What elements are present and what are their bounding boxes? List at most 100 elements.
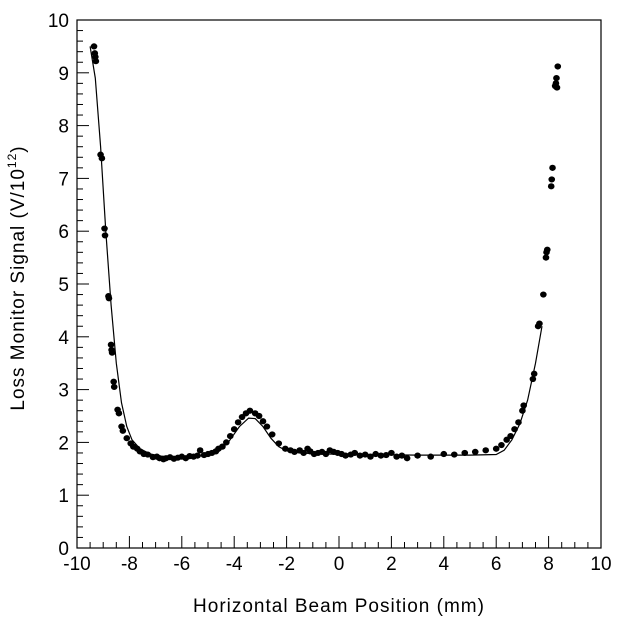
data-point [101,225,108,232]
data-point [398,452,406,459]
data-point [507,432,514,440]
data-point [388,449,395,457]
data-point [342,452,349,459]
data-point [498,441,505,449]
data-point [382,451,390,459]
data-point [105,295,113,302]
data-point [543,246,551,253]
x-tick-label: 0 [334,554,345,575]
data-point [268,431,276,438]
data-point [536,320,543,327]
data-point [281,445,289,452]
x-tick-label: 8 [543,554,554,575]
data-point [440,450,448,458]
data-point [515,419,522,426]
data-point [144,451,152,458]
data-point [519,407,526,414]
data-point [246,407,254,414]
x-tick-label: -2 [278,554,295,575]
data-point [461,449,469,457]
y-tick-label: 9 [58,64,69,85]
data-point [351,449,359,457]
data-point [553,84,561,91]
data-point [223,439,230,446]
data-point [367,453,374,460]
data-point [547,183,555,190]
data-points [90,43,562,463]
data-point [259,418,267,425]
y-axis-label: Loss Monitor Signal (V/1012) [5,145,29,410]
data-point [356,452,364,459]
y-axis-label-superscript: 12 [5,153,19,168]
data-point [255,412,263,420]
data-point [549,164,556,171]
data-point [291,448,298,456]
data-point [196,447,204,454]
data-point [92,58,100,65]
data-point [520,402,528,409]
data-point [234,419,242,426]
data-point [540,291,547,298]
x-tick-label: 10 [590,554,611,575]
data-point [530,370,538,377]
x-axis-label: Horizontal Beam Position (mm) [193,596,485,617]
y-tick-label: 8 [58,117,69,138]
data-point [219,443,226,450]
data-point [393,453,400,460]
x-tick-label: 2 [386,554,397,575]
data-point [403,455,411,462]
y-tick-label: 1 [58,486,69,507]
data-point [194,452,201,459]
data-point [110,383,118,391]
data-point [553,74,560,82]
y-tick-label: 7 [58,169,69,190]
data-point [110,378,117,385]
x-tick-label: 6 [491,554,502,575]
data-point [263,423,271,430]
data-point [90,43,98,50]
data-point [226,432,234,440]
x-tick-label: -10 [63,554,90,575]
data-point [548,176,556,183]
data-point [98,155,106,162]
x-tick-label: -6 [173,554,190,575]
data-point [482,447,490,454]
data-point [123,435,131,442]
data-point [554,63,562,70]
data-point [107,341,115,348]
axis-ticks [76,19,602,549]
y-tick-label: 4 [58,328,69,349]
x-tick-label: -8 [121,554,138,575]
y-axis-label-main: Loss Monitor Signal (V/10 [8,168,29,411]
data-point [361,451,369,458]
data-point [101,232,109,239]
x-tick-label: 4 [439,554,450,575]
data-point [275,440,283,447]
fit-curve [89,46,543,458]
data-point [119,427,127,434]
tick-labels: -10 -8 -6 -4 -2 0 2 4 6 8 10 0 1 2 3 4 5 6 7 8 9 10 [48,11,612,575]
data-point [427,453,435,460]
y-axis-label-suffix: ) [8,145,29,152]
plot-frame [76,19,602,549]
data-point [492,445,500,452]
data-point [542,254,550,261]
y-tick-label: 10 [48,11,69,32]
y-tick-label: 3 [58,381,69,402]
data-point [377,452,385,459]
y-tick-label: 6 [58,222,69,243]
data-point [108,349,116,356]
y-tick-label: 2 [58,433,69,454]
x-tick-label: -4 [226,554,243,575]
data-point [230,426,238,433]
y-tick-label: 0 [58,539,69,560]
data-point [511,426,518,433]
data-point [300,449,307,457]
data-point [529,375,537,383]
data-point [471,448,479,456]
data-point [450,451,458,458]
data-point [414,452,421,459]
y-tick-label: 5 [58,275,69,296]
data-point [372,450,379,458]
